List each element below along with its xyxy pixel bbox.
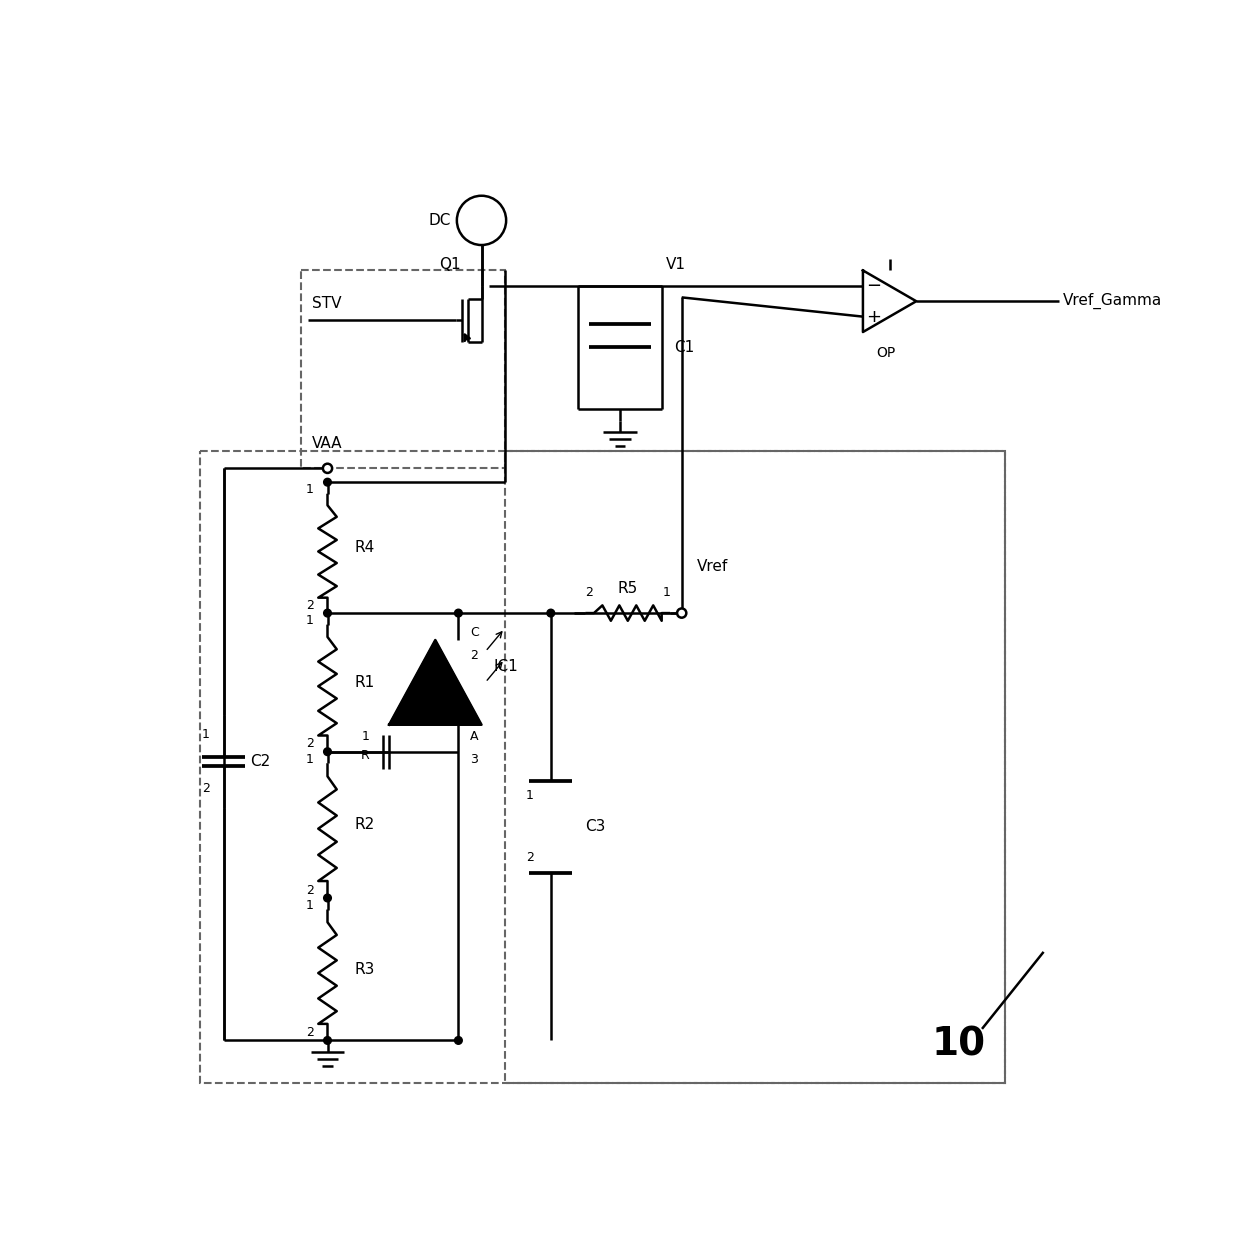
Text: 2: 2 xyxy=(306,599,314,612)
Text: R4: R4 xyxy=(355,540,374,555)
Text: −: − xyxy=(867,277,882,295)
Circle shape xyxy=(455,609,463,617)
Circle shape xyxy=(322,463,332,473)
Text: DC: DC xyxy=(428,213,450,228)
Text: 10: 10 xyxy=(931,1025,986,1064)
Text: 1: 1 xyxy=(306,899,314,913)
Bar xyxy=(201,452,1006,1083)
Circle shape xyxy=(547,609,554,617)
Text: C1: C1 xyxy=(675,340,694,355)
Bar xyxy=(300,271,505,468)
Text: IC1: IC1 xyxy=(494,660,518,675)
Circle shape xyxy=(324,748,331,755)
Circle shape xyxy=(456,195,506,246)
Text: C3: C3 xyxy=(585,820,606,835)
Text: 1: 1 xyxy=(306,614,314,627)
Text: 1: 1 xyxy=(362,730,370,743)
Text: R5: R5 xyxy=(618,582,637,597)
Text: C2: C2 xyxy=(250,754,270,769)
Circle shape xyxy=(324,478,331,486)
Circle shape xyxy=(324,1036,331,1044)
Circle shape xyxy=(324,894,331,901)
Text: 2: 2 xyxy=(306,738,314,750)
Text: 1: 1 xyxy=(202,728,210,740)
Text: Q1: Q1 xyxy=(439,257,461,272)
Text: R3: R3 xyxy=(355,962,374,977)
Text: 2: 2 xyxy=(306,1026,314,1039)
Text: OP: OP xyxy=(877,346,895,360)
Circle shape xyxy=(324,609,331,617)
Text: A: A xyxy=(470,730,479,743)
Text: V1: V1 xyxy=(666,257,686,272)
Text: Vref_Gamma: Vref_Gamma xyxy=(1063,293,1162,310)
Text: 1: 1 xyxy=(662,587,670,599)
Circle shape xyxy=(677,608,686,618)
Text: 1: 1 xyxy=(306,753,314,765)
Polygon shape xyxy=(389,640,481,725)
Text: 2: 2 xyxy=(202,782,210,794)
Text: 2: 2 xyxy=(470,648,477,662)
Text: 2: 2 xyxy=(526,851,534,864)
Text: 2: 2 xyxy=(306,884,314,896)
Text: 1: 1 xyxy=(306,483,314,496)
Text: VAA: VAA xyxy=(312,437,342,452)
Text: C: C xyxy=(470,626,479,638)
Text: R1: R1 xyxy=(355,675,374,690)
Text: R2: R2 xyxy=(355,817,374,832)
Text: +: + xyxy=(867,307,882,326)
Text: 1: 1 xyxy=(526,789,534,802)
Text: 2: 2 xyxy=(585,587,593,599)
Text: 3: 3 xyxy=(470,753,477,765)
Bar xyxy=(505,452,1006,1083)
Text: Vref: Vref xyxy=(697,559,728,574)
Text: R: R xyxy=(361,749,370,762)
Circle shape xyxy=(455,1036,463,1044)
Text: STV: STV xyxy=(312,296,341,311)
